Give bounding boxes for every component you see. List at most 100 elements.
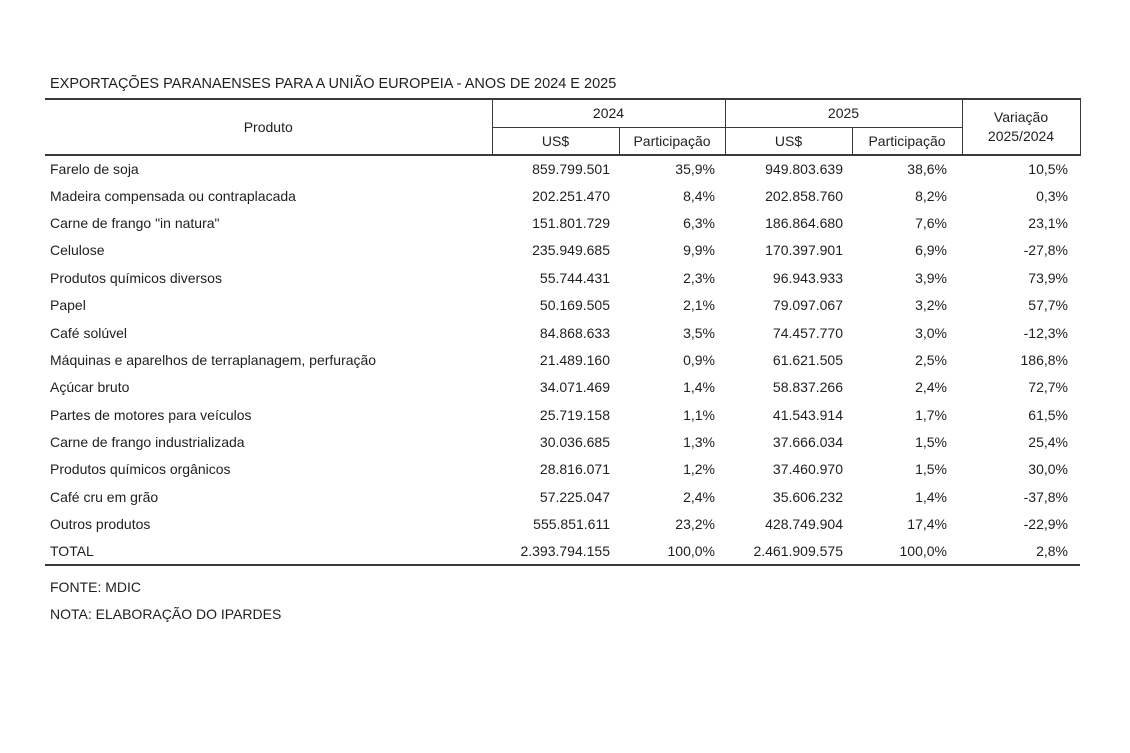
usd-2025-cell: 170.397.901 (765, 242, 843, 259)
table-row: Produtos químicos orgânicos 28.816.071 1… (45, 456, 1080, 483)
product-cell: Máquinas e aparelhos de terraplanagem, p… (50, 351, 377, 368)
product-cell: Café cru em grão (50, 488, 159, 505)
participacao-2024-cell: 8,4% (683, 187, 715, 204)
participacao-2025-cell: 1,7% (915, 406, 947, 423)
usd-2025-cell: 37.460.970 (772, 461, 843, 478)
column-header-usd-2024: US$ (492, 127, 620, 156)
usd-2025-cell: 96.943.933 (772, 269, 843, 286)
product-cell: Açúcar bruto (50, 379, 130, 396)
table-row: Café cru em grão 57.225.047 2,4% 35.606.… (45, 483, 1080, 510)
total-usd-2025-cell: 2.461.909.575 (725, 537, 852, 567)
page-title: EXPORTAÇÕES PARANAENSES PARA A UNIÃO EUR… (50, 76, 617, 92)
usd-2025-cell: 35.606.232 (772, 488, 843, 505)
table-row: Madeira compensada ou contraplacada 202.… (45, 182, 1080, 209)
usd-2025-cell: 79.097.067 (772, 297, 843, 314)
usd-2024-cell: 555.851.611 (533, 516, 610, 533)
usd-2024-cell: 57.225.047 (539, 488, 610, 505)
table-row: Papel 50.169.505 2,1% 79.097.067 3,2% 57… (45, 291, 1080, 318)
column-header-produto: Produto (45, 98, 493, 156)
variation-cell: -12,3% (1023, 324, 1068, 341)
usd-2024-cell: 28.816.071 (539, 461, 610, 478)
variation-cell: 186,8% (1020, 351, 1068, 368)
usd-2025-cell: 61.621.505 (772, 351, 843, 368)
table-footer: TOTAL 2.393.794.155 100,0% 2.461.909.575… (45, 537, 1080, 567)
participacao-2024-cell: 3,5% (683, 324, 715, 341)
variation-cell: 30,0% (1028, 461, 1068, 478)
participacao-2024-cell: 9,9% (683, 242, 715, 259)
participacao-2025-cell: 3,2% (915, 297, 947, 314)
usd-2024-cell: 25.719.158 (539, 406, 610, 423)
header-sub-row: US$ Participação US$ Participação (45, 127, 1080, 156)
usd-2024-cell: 235.949.685 (532, 242, 610, 259)
table-row: Partes de motores para veículos 25.719.1… (45, 401, 1080, 428)
variation-cell: -37,8% (1023, 488, 1068, 505)
variation-cell: 73,9% (1028, 269, 1068, 286)
variation-cell: -22,9% (1023, 516, 1068, 533)
table-row: Máquinas e aparelhos de terraplanagem, p… (45, 346, 1080, 373)
variacao-label-line2: 2025/2024 (987, 127, 1055, 144)
variacao-label-line1: Variação (993, 108, 1049, 125)
variation-cell: 10,5% (1028, 160, 1068, 177)
usd-2025-cell: 58.837.266 (772, 379, 843, 396)
participacao-2025-cell: 3,9% (915, 269, 947, 286)
exports-table: Produto 2024 2025 Variação 2025/2024 US$… (45, 97, 1081, 567)
table-row: Outros produtos 555.851.611 23,2% 428.74… (45, 511, 1080, 538)
usd-2025-cell: 74.457.770 (772, 324, 843, 341)
table-row: Café solúvel 84.868.633 3,5% 74.457.770 … (45, 319, 1080, 346)
participacao-2025-cell: 1,5% (915, 461, 947, 478)
table-row: Celulose 235.949.685 9,9% 170.397.901 6,… (45, 237, 1080, 264)
product-cell: Farelo de soja (50, 160, 139, 177)
product-cell: Produtos químicos orgânicos (50, 461, 231, 478)
participacao-2024-cell: 1,4% (683, 379, 715, 396)
variation-cell: 57,7% (1028, 297, 1068, 314)
usd-2024-cell: 34.071.469 (539, 379, 610, 396)
total-variation-cell: 2,8% (962, 537, 1080, 567)
usd-2024-cell: 859.799.501 (532, 160, 610, 177)
participacao-2025-cell: 3,0% (915, 324, 947, 341)
header-group-row: Produto 2024 2025 Variação 2025/2024 (45, 98, 1081, 156)
total-participacao-2025-cell: 100,0% (852, 537, 962, 567)
product-cell: Papel (50, 297, 86, 314)
participacao-2024-cell: 1,2% (683, 461, 715, 478)
usd-2025-cell: 41.543.914 (772, 406, 843, 423)
product-cell: Carne de frango industrializada (50, 434, 245, 451)
participacao-2025-cell: 7,6% (915, 214, 947, 231)
participacao-2025-cell: 1,4% (915, 488, 947, 505)
participacao-2024-cell: 2,3% (683, 269, 715, 286)
table-row: Carne de frango "in natura" 151.801.729 … (45, 209, 1080, 236)
participacao-2024-cell: 35,9% (675, 160, 715, 177)
participacao-2024-cell: 23,2% (675, 516, 715, 533)
usd-2024-cell: 202.251.470 (532, 187, 610, 204)
usd-2024-cell: 151.801.729 (532, 214, 610, 231)
participacao-2024-cell: 1,3% (683, 434, 715, 451)
total-row: TOTAL 2.393.794.155 100,0% 2.461.909.575… (45, 537, 1080, 567)
participacao-2025-cell: 1,5% (915, 434, 947, 451)
usd-2024-cell: 30.036.685 (539, 434, 610, 451)
usd-2024-cell: 55.744.431 (539, 269, 610, 286)
participacao-2024-cell: 0,9% (683, 351, 715, 368)
product-cell: Madeira compensada ou contraplacada (50, 187, 296, 204)
usd-2024-cell: 21.489.160 (539, 351, 610, 368)
total-usd-2024-cell: 2.393.794.155 (492, 537, 619, 567)
column-group-2024: 2024 (492, 98, 726, 128)
table-row: Açúcar bruto 34.071.469 1,4% 58.837.266 … (45, 374, 1080, 401)
participacao-2024-cell: 2,1% (683, 297, 715, 314)
table-row: Farelo de soja 859.799.501 35,9% 949.803… (45, 155, 1080, 182)
column-group-2025: 2025 (725, 98, 963, 128)
footer-note: NOTA: ELABORAÇÃO DO IPARDES (50, 606, 282, 623)
usd-2024-cell: 84.868.633 (539, 324, 610, 341)
usd-2025-cell: 37.666.034 (772, 434, 843, 451)
variation-cell: 61,5% (1028, 406, 1068, 423)
participacao-2025-cell: 17,4% (907, 516, 947, 533)
table-row: Carne de frango industrializada 30.036.6… (45, 428, 1080, 455)
column-header-participacao-2024: Participação (619, 127, 726, 156)
table-header: Produto 2024 2025 Variação 2025/2024 US$… (45, 98, 1081, 156)
product-cell: Outros produtos (50, 516, 151, 533)
column-header-participacao-2025: Participação (852, 127, 963, 156)
variation-cell: 0,3% (1036, 187, 1068, 204)
variation-cell: 25,4% (1028, 434, 1068, 451)
product-cell: Café solúvel (50, 324, 128, 341)
column-header-usd-2025: US$ (725, 127, 853, 156)
variation-cell: 23,1% (1028, 214, 1068, 231)
participacao-2024-cell: 2,4% (683, 488, 715, 505)
